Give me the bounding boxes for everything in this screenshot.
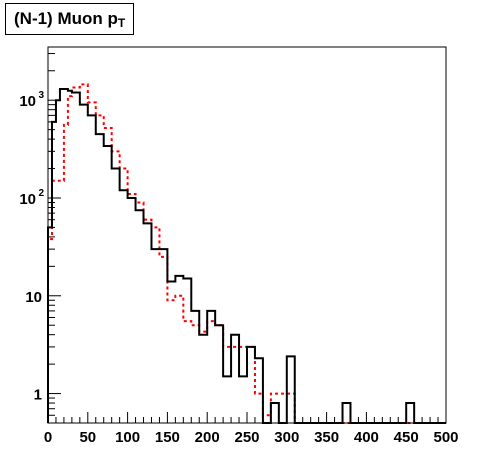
histogram-series [47, 83, 446, 424]
x-tick-label: 400 [354, 429, 379, 446]
x-tick-label: 200 [195, 429, 220, 446]
y-tick-label: 1 [34, 387, 42, 404]
x-tick-label: 250 [234, 429, 259, 446]
y-tick-label: 10 [19, 191, 36, 208]
y-tick-label: 10 [25, 289, 42, 306]
x-tick-label: 150 [155, 429, 180, 446]
x-tick-label: 500 [433, 429, 458, 446]
chart-title-text: (N-1) Muon p [14, 9, 118, 28]
x-tick-label: 0 [44, 429, 52, 446]
x-tick-label: 350 [314, 429, 339, 446]
x-tick-label: 100 [115, 429, 140, 446]
x-tick-label: 300 [274, 429, 299, 446]
chart-title-subscript: T [117, 16, 126, 30]
plot-frame [47, 46, 447, 424]
y-tick-exponent: 3 [38, 90, 44, 101]
histogram-series-black [47, 88, 446, 424]
x-tick-label: 50 [79, 429, 96, 446]
y-tick-exponent: 2 [38, 188, 44, 199]
x-tick-label: 450 [394, 429, 419, 446]
y-tick-label: 10 [19, 93, 36, 110]
